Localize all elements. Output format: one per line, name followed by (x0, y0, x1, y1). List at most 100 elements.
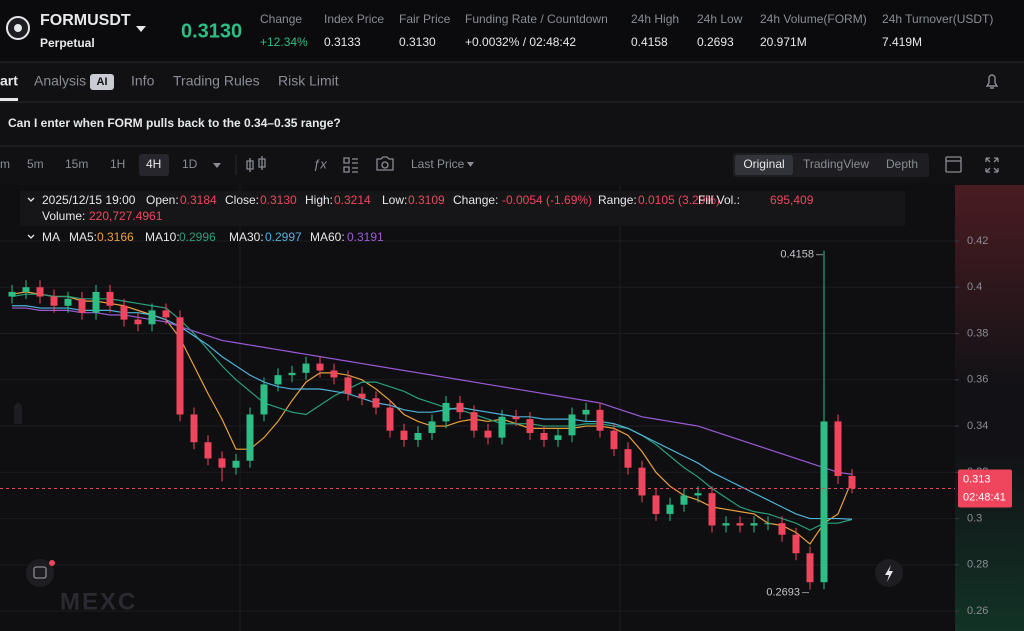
stat-value: 0.4158 (631, 35, 668, 49)
view-option[interactable]: Original (743, 157, 784, 171)
candle-body (596, 409, 604, 431)
interval[interactable]: 1D (182, 157, 198, 171)
tab[interactable]: Risk Limit (278, 73, 339, 89)
tab[interactable]: Info (131, 73, 155, 89)
candle-body (344, 377, 352, 394)
indicator-icon[interactable]: ƒx (313, 156, 327, 171)
tab[interactable]: Trading Rules (173, 73, 260, 89)
legend-collapse[interactable] (27, 197, 35, 202)
legend-label: Range: (598, 193, 637, 207)
y-tick-label: 0.26 (967, 605, 988, 617)
ma-collapse[interactable] (27, 234, 35, 239)
candle-body (218, 458, 226, 468)
layout-icon[interactable] (945, 156, 962, 173)
y-tick-label: 0.3 (967, 512, 982, 524)
bell-icon[interactable] (985, 74, 999, 89)
coin-logo-dot (14, 24, 22, 32)
last-price-box (958, 469, 1012, 508)
ma-legend-value: 0.2996 (179, 230, 216, 244)
candle-body (260, 384, 268, 415)
ma-legend-label: MA5: (69, 230, 97, 244)
candle-body (302, 363, 310, 373)
ma-legend-value: 0.3191 (347, 230, 384, 244)
drawing-tools-button[interactable] (26, 559, 54, 587)
high-annotation: 0.4158 (780, 249, 814, 261)
candle-body (526, 419, 534, 433)
price-type[interactable]: Last Price (411, 157, 465, 171)
tab[interactable]: art (0, 73, 18, 89)
candle-body (176, 317, 184, 415)
candle-body (148, 310, 156, 325)
interval[interactable]: 15m (65, 157, 88, 171)
stat-value: 7.419M (882, 35, 922, 49)
price-type-dropdown[interactable] (467, 162, 474, 167)
candle-body (204, 442, 212, 459)
interval[interactable]: 4H (146, 157, 161, 171)
question[interactable]: Can I enter when FORM pulls back to the … (8, 116, 341, 130)
candle-body (806, 553, 814, 583)
y-tick-label: 0.28 (967, 559, 988, 571)
grid: 0.260.280.30.320.340.360.380.40.42 (0, 185, 988, 631)
header-bg (0, 0, 1024, 62)
legend-value: 0.3214 (334, 193, 371, 207)
legend-label: Volume: (42, 209, 85, 223)
notification-dot (49, 560, 55, 566)
y-tick-label: 0.36 (967, 374, 988, 386)
candle-body (484, 430, 492, 438)
symbol-dropdown[interactable] (136, 26, 146, 32)
view-option[interactable]: Depth (886, 157, 918, 171)
candle-body (400, 430, 408, 440)
candle-body (120, 305, 128, 320)
candle-body (540, 432, 548, 440)
candle-body (372, 398, 380, 408)
tab[interactable]: Analysis (34, 73, 86, 89)
stat-value: 0.3133 (324, 35, 361, 49)
candle-body (750, 523, 758, 526)
low-annotation: 0.2693 (766, 586, 800, 598)
ai-badge (90, 74, 114, 90)
lightning-icon (885, 565, 893, 582)
ai-badge-text: AI (97, 76, 108, 88)
interval-more[interactable] (213, 163, 221, 168)
legend-date: 2025/12/15 19:00 (42, 193, 136, 207)
price-countdown: 02:48:41 (963, 491, 1006, 503)
legend-label: Change: (453, 193, 498, 207)
ma-legend-label: MA60: (310, 230, 345, 244)
stat-value: 0.2693 (697, 35, 734, 49)
legend-value: 220,727.4961 (89, 209, 163, 223)
screenshot-icon[interactable] (376, 156, 394, 171)
candle-body (582, 409, 590, 415)
candle-body (568, 414, 576, 436)
ma-legend-label: MA10: (145, 230, 180, 244)
template-icon[interactable] (343, 157, 358, 173)
symbol[interactable]: FORMUSDT (40, 12, 131, 29)
interval[interactable]: 5m (27, 157, 44, 171)
view-option[interactable]: TradingView (803, 157, 869, 171)
view-active-bg (735, 155, 793, 175)
legend-value: -0.0054 (-1.69%) (502, 193, 592, 207)
candle-body (792, 534, 800, 554)
candle-body (764, 523, 772, 525)
interval[interactable]: 1H (110, 157, 125, 171)
side-handle[interactable] (14, 402, 22, 424)
stat-label: Fair Price (399, 12, 451, 26)
candle-body (288, 372, 296, 376)
interval[interactable]: m (0, 157, 10, 171)
candle-body (50, 296, 58, 306)
legend-label: Fill Vol.: (698, 193, 740, 207)
legend-value: 0.3130 (260, 193, 297, 207)
candle-body (36, 287, 44, 297)
overlay: 0.4158 0.2693 0.313 02:48:41 (0, 249, 1012, 598)
interval-active-bg (139, 154, 169, 176)
header-last-price: 0.3130 (181, 20, 242, 42)
candle-body (134, 319, 142, 325)
candle-body (22, 287, 30, 292)
chart-type-icon[interactable] (246, 156, 266, 172)
stat-value: 0.3130 (399, 35, 436, 49)
y-tick-label: 0.34 (967, 420, 988, 432)
fullscreen-icon[interactable] (985, 157, 999, 173)
candle-body (232, 460, 240, 468)
ma-legend-label: MA30: (229, 230, 264, 244)
